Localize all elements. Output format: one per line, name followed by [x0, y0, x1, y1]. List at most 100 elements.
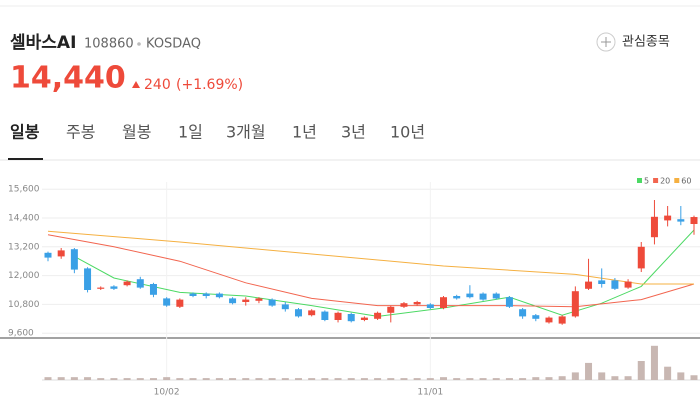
- volume-bar: [84, 377, 92, 380]
- watch-icon[interactable]: [596, 32, 616, 52]
- candle-body: [413, 302, 421, 305]
- candle-body: [163, 298, 171, 306]
- volume-bar: [690, 375, 698, 380]
- candle-body: [70, 249, 78, 270]
- y-tick-label: 13,200: [8, 242, 40, 252]
- candle-body: [400, 303, 408, 307]
- candle-body: [624, 281, 632, 288]
- tab[interactable]: 1년: [292, 123, 317, 142]
- volume-bar: [585, 362, 593, 380]
- tab[interactable]: 3개월: [226, 123, 266, 142]
- x-tick-label: 11/01: [417, 388, 443, 398]
- volume-bar: [360, 378, 368, 380]
- watch-plus: [601, 37, 611, 47]
- y-tick-label: 15,600: [8, 185, 40, 195]
- candle-body: [611, 280, 619, 289]
- legend-label: 60: [681, 177, 691, 186]
- volume-bar: [176, 378, 184, 380]
- candle-body: [505, 297, 513, 307]
- volume-bar: [505, 378, 513, 380]
- tab[interactable]: 주봉: [66, 123, 95, 142]
- stock-name: 셀바스AI: [10, 33, 76, 53]
- tab[interactable]: 10년: [390, 123, 425, 142]
- candle-body: [202, 293, 210, 296]
- volume-bar: [70, 377, 78, 380]
- volume-bar: [650, 345, 658, 380]
- volume-bar: [163, 377, 171, 380]
- volume-bar: [453, 378, 461, 380]
- volume-bar: [110, 378, 118, 380]
- volume-bar: [532, 377, 540, 380]
- tab[interactable]: 1일: [178, 123, 203, 142]
- tab[interactable]: 3년: [341, 123, 366, 142]
- volume-bar: [215, 378, 223, 380]
- candle-body: [294, 309, 302, 317]
- volume-bar: [334, 378, 342, 380]
- volume-bar: [229, 378, 237, 380]
- volume-bar: [268, 378, 276, 380]
- candle-body: [189, 293, 197, 296]
- moving-average-line: [74, 229, 695, 317]
- volume-bar: [255, 378, 263, 380]
- candle-body: [585, 281, 593, 289]
- volume-bar: [321, 378, 329, 380]
- moving-average-line: [47, 230, 694, 285]
- watch-button[interactable]: 관심종목: [622, 35, 670, 50]
- volume-bar: [545, 377, 553, 380]
- volume-bar: [189, 378, 197, 380]
- candle-body: [637, 246, 645, 269]
- volume-bar: [413, 378, 421, 380]
- candle-body: [466, 293, 474, 298]
- volume-bar: [123, 378, 131, 380]
- volume-bar: [202, 378, 210, 380]
- volume-bar: [440, 377, 448, 380]
- volume-bar: [677, 372, 685, 380]
- volume-bar: [281, 378, 289, 380]
- price: 14,440: [10, 61, 126, 96]
- volume-bar: [479, 378, 487, 380]
- volume-bar: [598, 372, 606, 380]
- volume-bar: [664, 366, 672, 380]
- volume-bar: [400, 378, 408, 380]
- x-tick-label: 10/02: [154, 388, 180, 398]
- legend-label: 5: [644, 177, 649, 186]
- volume-bar: [97, 378, 105, 380]
- candle-body: [532, 315, 540, 319]
- volume-bar: [426, 378, 434, 380]
- y-tick-label: 14,400: [8, 214, 40, 224]
- volume-bar: [611, 376, 619, 380]
- volume-bar: [387, 378, 395, 380]
- tab[interactable]: 월봉: [122, 123, 151, 142]
- volume-bar: [308, 378, 316, 380]
- up-arrow: [132, 81, 140, 88]
- volume-bar: [466, 378, 474, 380]
- change-pct: (+1.69%): [176, 77, 243, 93]
- market: KOSDAQ: [146, 37, 201, 52]
- y-tick-label: 10,800: [8, 300, 40, 310]
- separator-dot: [137, 42, 141, 46]
- candle-body: [123, 281, 131, 286]
- candle-body: [321, 311, 329, 320]
- tab[interactable]: 일봉: [10, 123, 40, 142]
- candle-body: [281, 304, 289, 310]
- y-tick-label: 12,000: [8, 271, 40, 281]
- volume-bar: [242, 378, 250, 380]
- candle-body: [44, 252, 52, 258]
- candle-body: [110, 286, 118, 289]
- volume-bar: [57, 377, 65, 380]
- candle-body: [558, 316, 566, 324]
- candle-body: [664, 215, 672, 221]
- candle-body: [650, 216, 658, 238]
- candle-body: [255, 298, 263, 301]
- candle-body: [453, 296, 461, 299]
- candle-body: [84, 268, 92, 290]
- legend-swatch: [637, 178, 642, 183]
- candle-body: [479, 293, 487, 300]
- candle-body: [136, 279, 144, 288]
- volume-bar: [519, 378, 527, 380]
- candle-body: [334, 312, 342, 320]
- candle-body: [347, 314, 355, 322]
- volume-bar: [558, 376, 566, 380]
